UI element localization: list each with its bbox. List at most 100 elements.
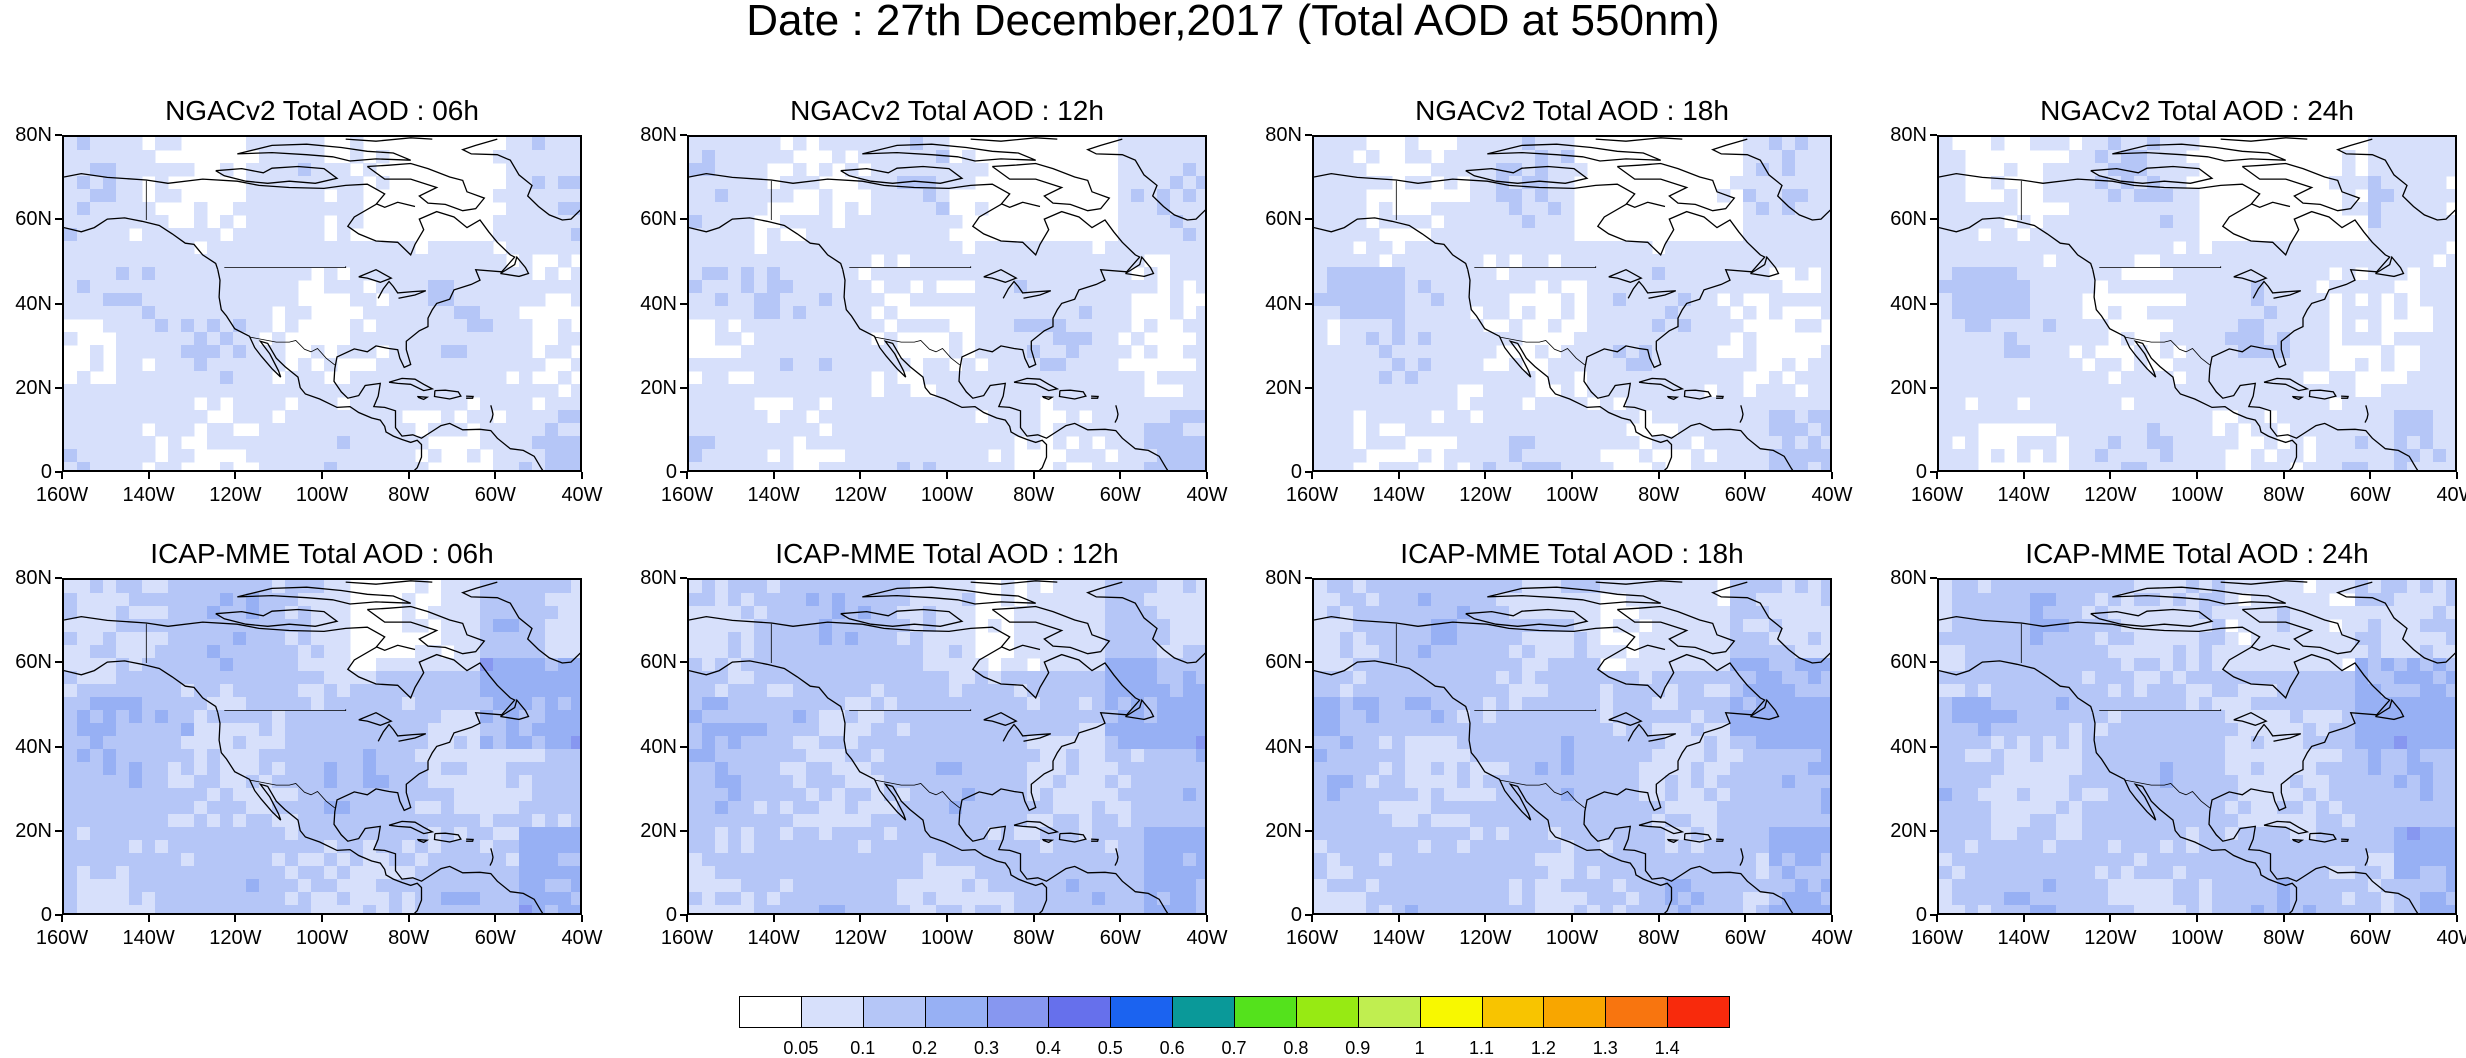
colorbar-label: 0.6: [1142, 1038, 1202, 1058]
lat-tick-label: 40N: [0, 293, 52, 315]
lat-tick-label: 40N: [1248, 736, 1302, 758]
map-frame: [687, 135, 1207, 472]
lon-tick-label: 80W: [999, 927, 1069, 949]
tick-mark: [1930, 577, 1937, 579]
lat-tick-label: 0: [0, 904, 52, 926]
tick-mark: [55, 830, 62, 832]
tick-mark: [773, 472, 775, 479]
tick-mark: [55, 577, 62, 579]
colorbar-label: 0.8: [1266, 1038, 1326, 1058]
lat-tick-label: 40N: [623, 736, 677, 758]
tick-mark: [1305, 661, 1312, 663]
lon-tick-label: 80W: [1624, 927, 1694, 949]
coastline: [1626, 202, 1665, 207]
lat-tick-label: 60N: [623, 208, 677, 230]
tick-mark: [1305, 577, 1312, 579]
lon-tick-label: 100W: [287, 927, 357, 949]
tick-mark: [55, 218, 62, 220]
lon-tick-label: 100W: [912, 484, 982, 506]
tick-mark: [148, 472, 150, 479]
colorbar-label: 1.2: [1513, 1038, 1573, 1058]
lat-tick-label: 80N: [1873, 567, 1927, 589]
tick-mark: [680, 387, 687, 389]
lat-tick-label: 20N: [0, 377, 52, 399]
lat-tick-label: 20N: [1873, 820, 1927, 842]
tick-mark: [55, 746, 62, 748]
tick-mark: [1936, 472, 1938, 479]
tick-mark: [1305, 134, 1312, 136]
colorbar-swatch: [1420, 996, 1483, 1028]
colorbar-swatch: [1605, 996, 1668, 1028]
tick-mark: [494, 472, 496, 479]
tick-mark: [1831, 915, 1833, 922]
tick-mark: [321, 472, 323, 479]
lon-tick-label: 40W: [2422, 927, 2466, 949]
tick-mark: [1831, 472, 1833, 479]
lon-tick-label: 80W: [2249, 927, 2319, 949]
tick-mark: [2109, 915, 2111, 922]
main-title: Date : 27th December,2017 (Total AOD at …: [0, 0, 2466, 46]
colorbar-swatch: [1234, 996, 1297, 1028]
lon-tick-label: 60W: [1710, 484, 1780, 506]
colorbar-label: 1.4: [1637, 1038, 1697, 1058]
coastline: [2251, 202, 2290, 207]
lon-tick-label: 80W: [1624, 484, 1694, 506]
panel-title: ICAP-MME Total AOD : 18h: [1312, 538, 1832, 570]
lon-tick-label: 100W: [287, 484, 357, 506]
tick-mark: [1305, 746, 1312, 748]
lon-tick-label: 100W: [1537, 927, 1607, 949]
lon-tick-label: 120W: [1450, 484, 1520, 506]
lat-tick-label: 20N: [0, 820, 52, 842]
colorbar-label: 0.4: [1018, 1038, 1078, 1058]
tick-mark: [1744, 472, 1746, 479]
tick-mark: [1033, 472, 1035, 479]
tick-mark: [1311, 472, 1313, 479]
colorbar-label: 0.5: [1080, 1038, 1140, 1058]
tick-mark: [680, 134, 687, 136]
lat-tick-label: 20N: [1248, 377, 1302, 399]
lat-tick-label: 60N: [1873, 651, 1927, 673]
colorbar-label: 0.05: [771, 1038, 831, 1058]
tick-mark: [55, 387, 62, 389]
tick-mark: [686, 472, 688, 479]
lon-tick-label: 60W: [1710, 927, 1780, 949]
colorbar-swatch: [1110, 996, 1173, 1028]
lon-tick-label: 40W: [1797, 927, 1867, 949]
lon-tick-label: 60W: [1085, 927, 1155, 949]
tick-mark: [680, 661, 687, 663]
lon-tick-label: 40W: [547, 484, 617, 506]
lat-tick-label: 60N: [1248, 651, 1302, 673]
panel-title: ICAP-MME Total AOD : 24h: [1937, 538, 2457, 570]
lon-tick-label: 140W: [114, 484, 184, 506]
tick-mark: [1930, 661, 1937, 663]
tick-mark: [321, 915, 323, 922]
lat-tick-label: 40N: [1248, 293, 1302, 315]
lon-tick-label: 60W: [460, 484, 530, 506]
tick-mark: [2456, 915, 2458, 922]
colorbar-swatch: [925, 996, 988, 1028]
lat-tick-label: 0: [1873, 461, 1927, 483]
tick-mark: [2023, 472, 2025, 479]
map-frame: [1937, 135, 2457, 472]
lat-tick-label: 60N: [1248, 208, 1302, 230]
lon-tick-label: 100W: [2162, 484, 2232, 506]
tick-mark: [1305, 218, 1312, 220]
tick-mark: [1930, 303, 1937, 305]
tick-mark: [859, 915, 861, 922]
aod-field: [689, 137, 1207, 472]
lon-tick-label: 160W: [652, 927, 722, 949]
lon-tick-label: 60W: [1085, 484, 1155, 506]
coastline: [2221, 138, 2308, 141]
lon-tick-label: 40W: [1172, 927, 1242, 949]
colorbar-label: 1: [1390, 1038, 1450, 1058]
aod-field: [1314, 580, 1832, 915]
colorbar-swatch: [801, 996, 864, 1028]
map-frame: [1937, 578, 2457, 915]
coastline: [376, 645, 415, 650]
lon-tick-label: 140W: [1364, 927, 1434, 949]
tick-mark: [581, 915, 583, 922]
lon-tick-label: 100W: [1537, 484, 1607, 506]
tick-mark: [1930, 134, 1937, 136]
colorbar-label: 0.1: [833, 1038, 893, 1058]
tick-mark: [1930, 830, 1937, 832]
